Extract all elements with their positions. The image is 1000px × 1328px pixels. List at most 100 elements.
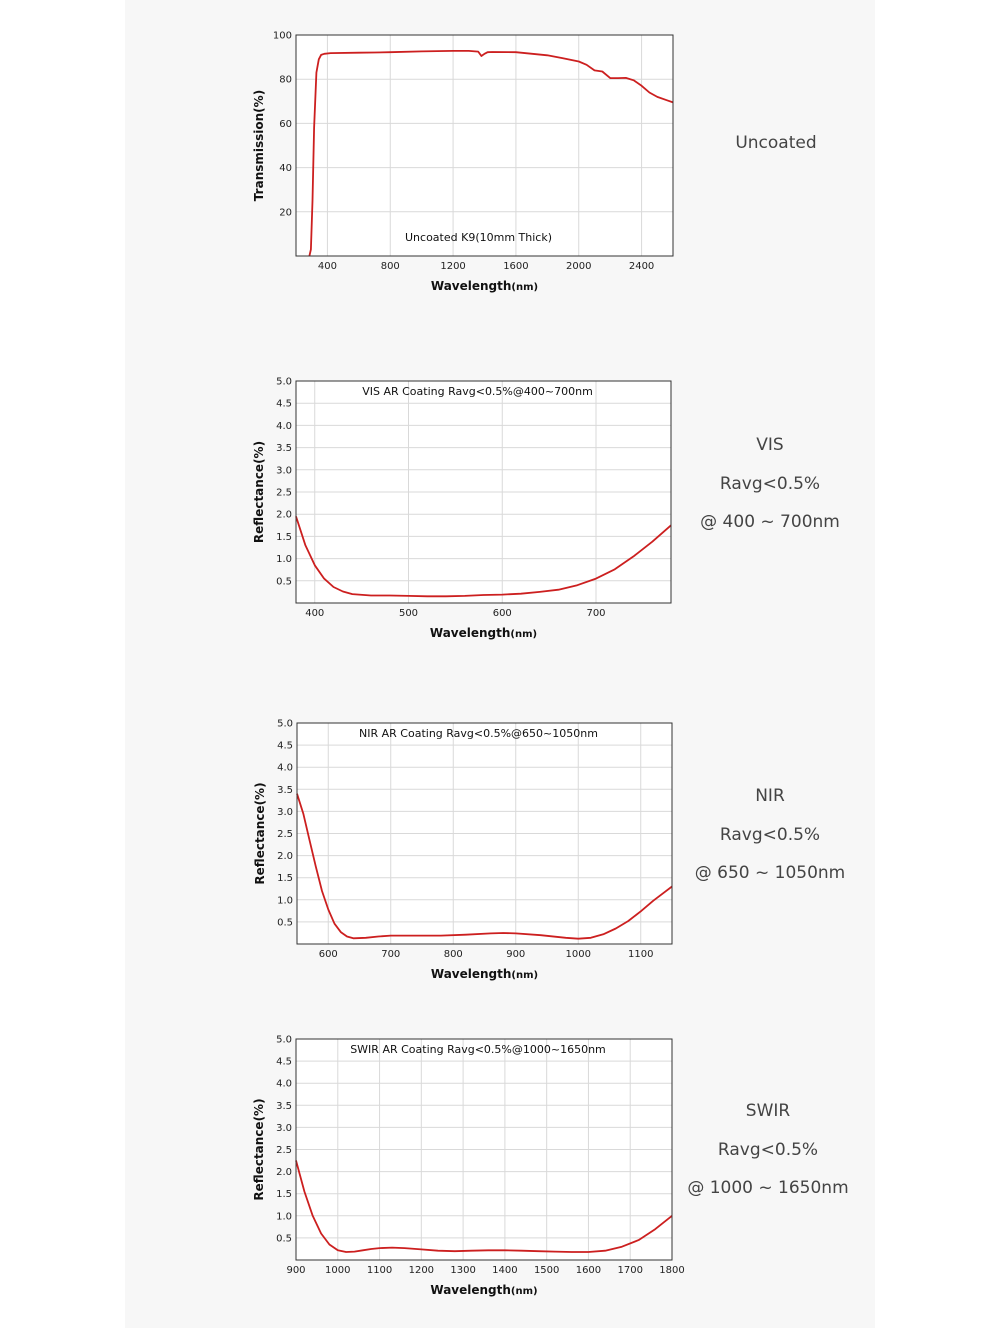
y-tick-label: 4.5 — [277, 741, 293, 752]
plot-frame — [295, 1038, 673, 1261]
x-tick-label: 1000 — [566, 949, 591, 960]
plot-frame — [296, 722, 673, 945]
x-axis-unit: (nm) — [511, 970, 538, 981]
y-tick-label: 40 — [279, 163, 292, 174]
y-tick-label: 1.5 — [276, 532, 292, 543]
y-tick-label: 2.5 — [276, 1145, 292, 1156]
y-tick-label: 4.5 — [276, 1057, 292, 1068]
x-axis-label: Wavelength(nm) — [431, 279, 538, 293]
chart-1: 400 500 600 700 0.5 1.0 1.5 2.0 2.5 3.0 3.5 4.0 4.5 5… — [252, 377, 672, 640]
caption-line: NIR — [755, 786, 785, 806]
chart-title: VIS AR Coating Ravg<0.5%@400~700nm — [362, 385, 593, 398]
x-axis-unit: (nm) — [511, 1286, 538, 1297]
caption-swir: SWIR Ravg<0.5% @ 1000 ~ 1650nm — [668, 1092, 868, 1208]
plot-area — [296, 35, 673, 256]
x-tick-label: 1100 — [367, 1265, 392, 1276]
y-tick-label: 4.0 — [276, 421, 292, 432]
chart-3: 900 1000 1100 1200 1300 1400 1500 1600 1700 1800 0… — [252, 1035, 685, 1298]
y-tick-label: 3.0 — [276, 465, 292, 476]
y-tick-label: 0.5 — [277, 917, 293, 928]
y-tick-label: 3.5 — [276, 443, 292, 454]
x-tick-label: 900 — [506, 949, 525, 960]
x-tick-label: 900 — [286, 1265, 305, 1276]
y-axis-label: Transmission(%) — [252, 90, 266, 201]
y-tick-label: 5.0 — [276, 1035, 292, 1046]
caption-uncoated: Uncoated — [676, 124, 876, 163]
y-tick-label: 5.0 — [277, 719, 293, 730]
caption-line: SWIR — [745, 1101, 791, 1121]
y-tick-label: 4.0 — [276, 1079, 292, 1090]
caption-line: Ravg<0.5% — [719, 473, 821, 494]
y-tick-label: 5.0 — [276, 377, 292, 388]
x-axis-unit: (nm) — [510, 629, 537, 640]
caption-vis: VIS Ravg<0.5% @ 400 ~ 700nm — [670, 426, 870, 542]
x-tick-label: 2000 — [566, 261, 591, 272]
data-series-line — [308, 50, 674, 257]
x-axis-label-text: Wavelength — [430, 626, 511, 640]
y-tick-label: 0.5 — [276, 1233, 292, 1244]
y-tick-label: 80 — [279, 75, 292, 86]
data-series-line — [296, 793, 673, 940]
x-tick-label: 1400 — [492, 1265, 517, 1276]
y-tick-label: 4.0 — [277, 763, 293, 774]
x-tick-label: 800 — [444, 949, 463, 960]
y-tick-label: 20 — [279, 207, 292, 218]
plot-frame — [295, 380, 672, 604]
chart-title: SWIR AR Coating Ravg<0.5%@1000~1650nm — [350, 1043, 606, 1056]
y-tick-label: 1.0 — [277, 895, 293, 906]
y-tick-label: 1.5 — [277, 873, 293, 884]
chart-title: NIR AR Coating Ravg<0.5%@650~1050nm — [359, 727, 598, 740]
y-axis-label: Reflectance(%) — [253, 782, 267, 884]
caption-line: @ 1000 ~ 1650nm — [687, 1178, 849, 1198]
x-tick-label: 600 — [319, 949, 338, 960]
y-tick-label: 100 — [273, 31, 292, 42]
x-tick-label: 1600 — [576, 1265, 601, 1276]
x-tick-label: 1200 — [409, 1265, 434, 1276]
x-tick-label: 500 — [399, 608, 418, 619]
x-tick-label: 2400 — [629, 261, 654, 272]
caption-line: @ 650 ~ 1050nm — [694, 863, 846, 883]
x-axis-label: Wavelength(nm) — [430, 1283, 537, 1297]
y-tick-label: 3.5 — [277, 785, 293, 796]
y-tick-label: 4.5 — [276, 399, 292, 410]
y-tick-label: 2.0 — [276, 1167, 292, 1178]
x-tick-label: 1600 — [503, 261, 528, 272]
x-tick-label: 400 — [318, 261, 337, 272]
caption-nir: NIR Ravg<0.5% @ 650 ~ 1050nm — [670, 777, 870, 893]
x-axis-label-text: Wavelength — [430, 1283, 511, 1297]
x-axis-label-text: Wavelength — [431, 967, 512, 981]
y-tick-label: 1.0 — [276, 1211, 292, 1222]
y-tick-label: 60 — [279, 119, 292, 130]
y-tick-label: 2.5 — [276, 488, 292, 499]
caption-line: Ravg<0.5% — [717, 1139, 819, 1160]
chart-0: 400 800 1200 1600 2000 2400 20 40 60 80 100 Uncoate… — [252, 31, 674, 293]
x-tick-label: 700 — [586, 608, 605, 619]
chart-2: 600 700 800 900 1000 1100 0.5 1.0 1.5 2.0 2.5 3.0 3.… — [253, 719, 673, 981]
y-axis-label: Reflectance(%) — [252, 1098, 266, 1200]
caption-line: Ravg<0.5% — [719, 824, 821, 845]
y-tick-label: 0.5 — [276, 576, 292, 587]
y-tick-label: 3.5 — [276, 1101, 292, 1112]
x-tick-label: 1200 — [440, 261, 465, 272]
x-tick-label: 700 — [381, 949, 400, 960]
y-tick-label: 2.0 — [276, 510, 292, 521]
y-tick-label: 3.0 — [276, 1123, 292, 1134]
caption-line: Uncoated — [735, 133, 817, 153]
x-tick-label: 600 — [493, 608, 512, 619]
x-tick-label: 1100 — [628, 949, 653, 960]
x-tick-label: 1300 — [450, 1265, 475, 1276]
y-tick-label: 3.0 — [277, 807, 293, 818]
chart-title: Uncoated K9(10mm Thick) — [405, 231, 552, 244]
x-tick-label: 400 — [305, 608, 324, 619]
x-tick-label: 1700 — [617, 1265, 642, 1276]
x-tick-label: 800 — [381, 261, 400, 272]
data-series-line — [295, 516, 672, 598]
x-axis-unit: (nm) — [511, 282, 538, 293]
x-axis-label: Wavelength(nm) — [431, 967, 538, 981]
data-series-line — [295, 1160, 673, 1253]
y-tick-label: 1.0 — [276, 554, 292, 565]
x-tick-label: 1000 — [325, 1265, 350, 1276]
x-tick-label: 1500 — [534, 1265, 559, 1276]
x-tick-label: 1800 — [659, 1265, 684, 1276]
